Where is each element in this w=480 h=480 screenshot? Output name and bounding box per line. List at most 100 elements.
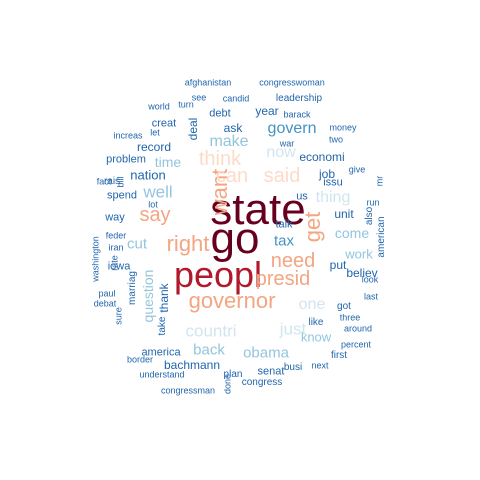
word-feder: feder [105,230,127,241]
word-rate: rate [109,255,120,271]
word-way: way [105,211,125,224]
word-record: record [136,140,172,154]
word-make: make [209,133,249,150]
word-peopl: peopl [173,254,263,295]
word-thing: thing [315,189,351,206]
word-countri: countri [185,321,237,341]
word-iowa: iowa [107,260,131,273]
word-cut: cut [126,235,148,253]
word-obama: obama [243,344,289,362]
word-problem: problem [106,153,146,166]
word-barack: barack [283,109,311,120]
word-know: know [300,329,332,345]
word-congress: congress [241,377,283,388]
word-border: border [126,354,154,365]
word-candid: candid [222,93,250,104]
word-fact: fact [96,176,112,187]
word-see: see [191,92,207,103]
word-run: run [366,197,380,208]
word-nation: nation [130,167,166,183]
word-got: got [337,301,351,312]
word-question: question [140,269,156,323]
word-congressman: congressman [160,385,216,396]
word-rais: rais [103,176,121,187]
word-busi: busi [283,362,303,373]
word-debat: debat [93,298,117,309]
word-state: state [210,185,306,234]
word-year: year [255,104,279,118]
word-work: work [345,246,373,262]
word-take: take [157,316,168,336]
word-one: one [298,296,326,313]
word-increas: increas [113,130,143,141]
word-bill: bill [115,176,126,188]
word-come: come [334,225,370,241]
word-leadership: leadership [275,93,323,104]
word-say: say [139,204,171,226]
word-paul: paul [98,288,116,299]
word-debt: debt [209,107,231,120]
word-let: let [150,127,160,138]
word-can: can [215,165,249,187]
word-senat: senat [257,365,285,378]
word-just: just [279,319,307,339]
word-around: around [343,323,373,334]
word-also: also [364,206,375,226]
word-next: next [311,360,329,371]
word-like: like [308,317,324,328]
word-presid: presid [255,268,311,290]
word-economi: economi [299,150,345,164]
word-look: look [361,274,379,285]
word-turn: turn [178,99,194,110]
word-marriag: marriag [127,271,138,305]
word-afghanistan: afghanistan [184,77,232,88]
word-understand: understand [139,369,185,380]
word-done: done [222,373,233,395]
word-american: american [376,216,387,258]
word-spend: spend [107,189,137,202]
word-last: last [363,291,379,302]
word-plan: plan [223,369,243,380]
word-get: get [300,211,325,243]
word-creat: creat [151,117,177,130]
word-back: back [193,341,225,359]
word-right: right [166,231,210,256]
word-lot: lot [148,199,158,210]
word-believ: believ [346,266,378,280]
word-governor: governor [188,288,276,313]
word-govern: govern [267,120,317,137]
word-congresswoman: congresswoman [259,77,325,88]
word-talk: talk [275,218,293,231]
word-thank: thank [157,283,171,313]
word-well: well [143,182,173,202]
word-three: three [339,312,361,323]
word-ask: ask [223,121,243,135]
word-put: put [329,258,347,272]
word-give: give [348,164,366,175]
word-go: go [210,214,260,263]
word-said: said [263,165,301,187]
word-issu: issu [323,176,343,189]
word-now: now [266,144,296,161]
word-world: world [148,101,170,112]
word-two: two [328,134,344,145]
word-first: first [330,350,348,361]
word-money: money [329,122,357,133]
word-iran: iran [108,242,124,253]
word-washington: washington [90,236,101,282]
word-time: time [154,154,182,170]
word-america: america [141,346,181,359]
word-tax: tax [273,232,295,250]
word-sure: sure [113,307,124,325]
word-war: war [279,138,295,149]
word-percent: percent [340,339,372,350]
word-unit: unit [334,207,354,221]
word-think: think [198,148,242,170]
word-us: us [296,190,308,203]
word-job: job [318,167,336,181]
word-bachmann: bachmann [163,358,221,372]
word-mr: mr [374,175,385,187]
word-deal: deal [186,117,200,141]
word-need: need [270,250,316,272]
